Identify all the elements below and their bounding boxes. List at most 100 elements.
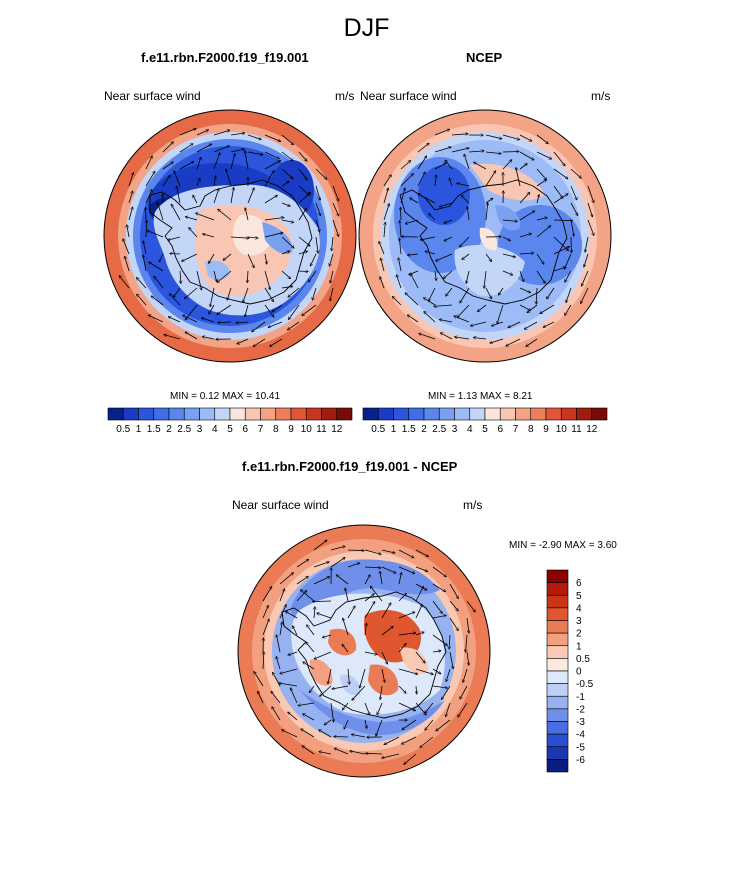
wind-arrow — [315, 185, 320, 200]
wind-arrow — [474, 162, 487, 170]
wind-arrow — [485, 171, 496, 187]
wind-arrow — [202, 337, 215, 340]
colorbar-swatch — [336, 407, 353, 421]
colorbar-tick-label: 9 — [543, 424, 549, 435]
wind-arrow — [151, 296, 164, 306]
wind-arrow — [281, 219, 294, 222]
wind-arrow — [398, 633, 416, 636]
wind-arrow — [315, 219, 320, 232]
colorbar-swatch — [423, 407, 440, 421]
wind-arrow — [466, 270, 470, 284]
wind-arrow — [536, 180, 547, 187]
colorbar-tick-label: 4 — [212, 424, 218, 435]
wind-arrow — [432, 583, 446, 592]
colorbar-tick-label: 10 — [301, 424, 313, 435]
wind-arrow — [245, 208, 249, 221]
colorbar-tick-label: 4 — [467, 424, 473, 435]
wind-arrow — [344, 719, 349, 729]
wind-arrow — [343, 618, 349, 636]
wind-arrow — [342, 702, 349, 710]
colorbar-tick-label: -6 — [576, 755, 585, 766]
wind-arrow — [381, 603, 391, 619]
wind-arrow — [159, 253, 164, 262]
colorbar-tick-label: 5 — [576, 591, 582, 602]
panel1-map — [104, 110, 356, 362]
wind-arrow — [189, 228, 198, 238]
wind-arrow — [364, 651, 377, 655]
wind-arrow — [380, 277, 385, 289]
wind-arrow — [230, 187, 234, 204]
wind-arrow — [237, 338, 249, 344]
wind-arrow — [143, 255, 147, 272]
colorbar-swatch — [499, 407, 516, 421]
wind-arrow — [424, 311, 436, 323]
colorbar-swatch — [260, 407, 277, 421]
colorbar-swatch — [546, 695, 569, 710]
wind-arrow — [570, 219, 574, 236]
wind-arrow — [381, 668, 385, 682]
wind-arrow — [581, 287, 589, 304]
wind-arrow — [411, 274, 419, 289]
wind-arrow — [226, 169, 232, 187]
colorbar-tick-label: 0.5 — [116, 424, 130, 435]
colorbar-swatch — [546, 746, 569, 760]
panel1-colorbar: 0.5 1 1.5 2 2.5 3 4 5 6 7 8 9 10 11 12 — [107, 407, 353, 435]
wind-arrow — [519, 164, 527, 170]
colorbar-tick-label: 5 — [482, 424, 488, 435]
wind-arrow — [485, 253, 492, 262]
wind-arrow — [457, 304, 470, 318]
wind-arrow — [419, 333, 436, 340]
wind-arrow — [298, 208, 307, 221]
wind-arrow — [279, 573, 294, 585]
wind-arrow — [196, 144, 212, 153]
colorbar-swatch — [546, 569, 569, 583]
wind-arrow — [196, 130, 209, 136]
panel1-map-border — [103, 109, 357, 363]
wind-arrow — [432, 685, 448, 688]
wind-arrow — [334, 748, 349, 755]
wind-arrow — [527, 304, 538, 313]
colorbar-swatch — [199, 407, 216, 421]
colorbar-swatch — [168, 407, 185, 421]
colorbar-tick-label: 1.5 — [147, 424, 161, 435]
wind-arrow — [202, 234, 215, 238]
wind-arrow — [468, 151, 484, 152]
wind-arrow — [380, 685, 383, 700]
wind-arrow — [264, 161, 281, 170]
wind-arrow — [168, 236, 181, 240]
wind-arrow — [376, 719, 383, 736]
wind-arrow — [466, 617, 469, 633]
wind-arrow — [171, 204, 181, 221]
wind-arrow — [425, 251, 436, 255]
wind-arrow — [519, 211, 535, 221]
colorbar-tick-label: 2 — [576, 629, 582, 640]
wind-arrow — [407, 254, 419, 255]
wind-arrow — [553, 151, 565, 166]
wind-arrow — [230, 149, 245, 153]
colorbar-swatch — [546, 670, 569, 684]
wind-arrow — [128, 207, 133, 221]
wind-arrow — [449, 600, 458, 611]
wind-arrow — [383, 204, 389, 221]
wind-arrow — [425, 702, 434, 713]
colorbar-swatch — [290, 407, 307, 421]
wind-arrow — [524, 321, 538, 329]
panel3-map-border — [237, 524, 491, 778]
figure-title: DJF — [343, 14, 390, 42]
wind-arrow — [170, 254, 181, 255]
wind-arrow — [415, 604, 422, 619]
wind-arrow — [264, 253, 267, 264]
wind-arrow — [281, 270, 291, 279]
wind-arrow — [462, 253, 470, 260]
colorbar-swatch — [546, 721, 569, 735]
wind-arrow — [196, 270, 202, 290]
wind-arrow — [196, 178, 200, 187]
wind-arrow — [543, 321, 555, 327]
wind-arrow — [485, 134, 502, 139]
wind-arrow — [398, 549, 414, 558]
wind-arrow — [217, 270, 232, 283]
wind-arrow — [446, 287, 453, 296]
wind-arrow — [436, 253, 453, 261]
wind-arrow — [416, 685, 417, 694]
